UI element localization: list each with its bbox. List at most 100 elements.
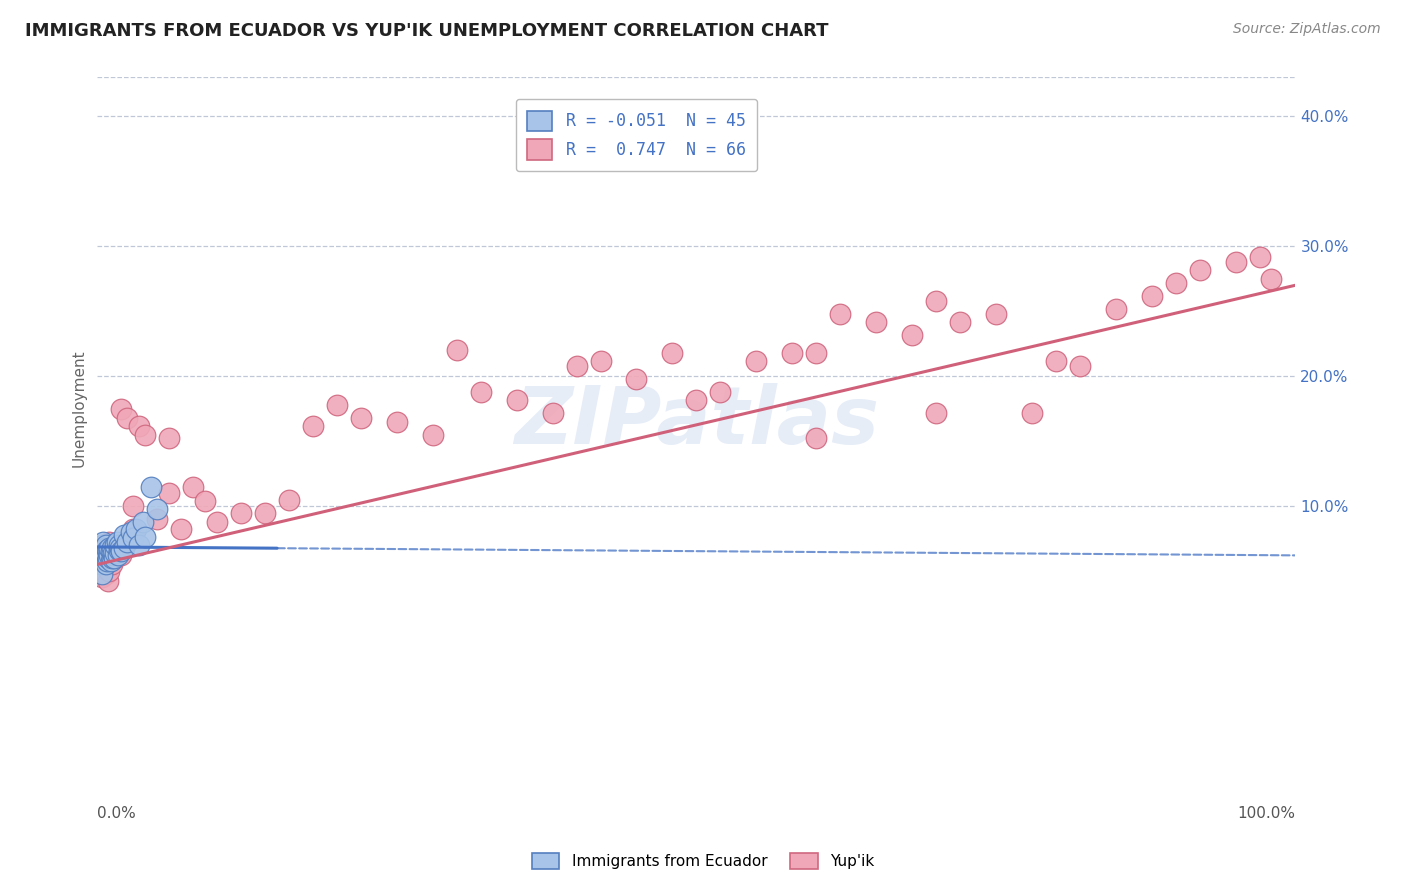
Point — [94, 538, 117, 552]
Point — [949, 315, 972, 329]
Point — [98, 549, 121, 563]
Point — [94, 566, 117, 581]
Point — [97, 574, 120, 589]
Legend: Immigrants from Ecuador, Yup'ik: Immigrants from Ecuador, Yup'ik — [526, 847, 880, 875]
Point — [685, 392, 707, 407]
Point — [1225, 255, 1247, 269]
Point — [1021, 405, 1043, 419]
Y-axis label: Unemployment: Unemployment — [72, 350, 86, 467]
Point — [146, 512, 169, 526]
Point — [470, 384, 492, 399]
Point — [117, 410, 139, 425]
Point — [134, 530, 156, 544]
Text: 0.0%: 0.0% — [97, 806, 136, 821]
Point — [661, 345, 683, 359]
Point — [446, 343, 468, 358]
Point — [170, 522, 193, 536]
Point — [108, 541, 131, 555]
Point — [90, 564, 112, 578]
Point — [91, 538, 114, 552]
Point — [101, 546, 124, 560]
Point — [132, 515, 155, 529]
Point — [105, 535, 128, 549]
Point — [1045, 353, 1067, 368]
Point — [1249, 250, 1271, 264]
Point — [93, 553, 115, 567]
Point — [278, 492, 301, 507]
Point — [93, 553, 115, 567]
Point — [134, 427, 156, 442]
Point — [100, 558, 122, 572]
Point — [541, 405, 564, 419]
Point — [709, 384, 731, 399]
Point — [91, 566, 114, 581]
Point — [98, 564, 121, 578]
Point — [103, 551, 125, 566]
Point — [254, 506, 277, 520]
Point — [93, 544, 115, 558]
Point — [1188, 262, 1211, 277]
Point — [96, 553, 118, 567]
Point — [1164, 276, 1187, 290]
Point — [505, 392, 527, 407]
Point — [229, 506, 252, 520]
Point — [122, 532, 145, 546]
Point — [745, 353, 768, 368]
Point — [146, 501, 169, 516]
Point — [141, 479, 163, 493]
Point — [120, 524, 142, 539]
Point — [984, 307, 1007, 321]
Text: 100.0%: 100.0% — [1237, 806, 1295, 821]
Point — [302, 418, 325, 433]
Point — [93, 535, 115, 549]
Legend: R = -0.051  N = 45, R =  0.747  N = 66: R = -0.051 N = 45, R = 0.747 N = 66 — [516, 99, 758, 171]
Point — [901, 327, 924, 342]
Point — [108, 538, 131, 552]
Point — [101, 549, 124, 563]
Point — [326, 398, 349, 412]
Point — [422, 427, 444, 442]
Point — [100, 541, 122, 555]
Point — [780, 345, 803, 359]
Point — [100, 544, 122, 558]
Point — [806, 432, 828, 446]
Point — [110, 544, 132, 558]
Point — [157, 486, 180, 500]
Point — [181, 479, 204, 493]
Point — [350, 410, 373, 425]
Point — [1105, 301, 1128, 316]
Point — [110, 549, 132, 563]
Point — [830, 307, 852, 321]
Point — [565, 359, 588, 373]
Point — [100, 553, 122, 567]
Point — [98, 535, 121, 549]
Point — [93, 547, 115, 561]
Point — [104, 546, 127, 560]
Text: ZIPatlas: ZIPatlas — [515, 383, 879, 461]
Point — [91, 570, 114, 584]
Point — [589, 353, 612, 368]
Point — [107, 549, 129, 563]
Point — [865, 315, 887, 329]
Point — [100, 551, 122, 566]
Point — [122, 499, 145, 513]
Point — [1069, 359, 1091, 373]
Point — [128, 418, 150, 433]
Point — [194, 493, 217, 508]
Point — [94, 549, 117, 563]
Point — [112, 527, 135, 541]
Point — [96, 543, 118, 558]
Point — [108, 543, 131, 558]
Point — [89, 544, 111, 558]
Point — [1260, 271, 1282, 285]
Point — [104, 538, 127, 552]
Point — [125, 522, 148, 536]
Point — [110, 401, 132, 416]
Point — [96, 558, 118, 572]
Point — [1140, 288, 1163, 302]
Point — [93, 541, 115, 555]
Point — [806, 345, 828, 359]
Point — [97, 551, 120, 566]
Point — [925, 405, 948, 419]
Point — [93, 551, 115, 566]
